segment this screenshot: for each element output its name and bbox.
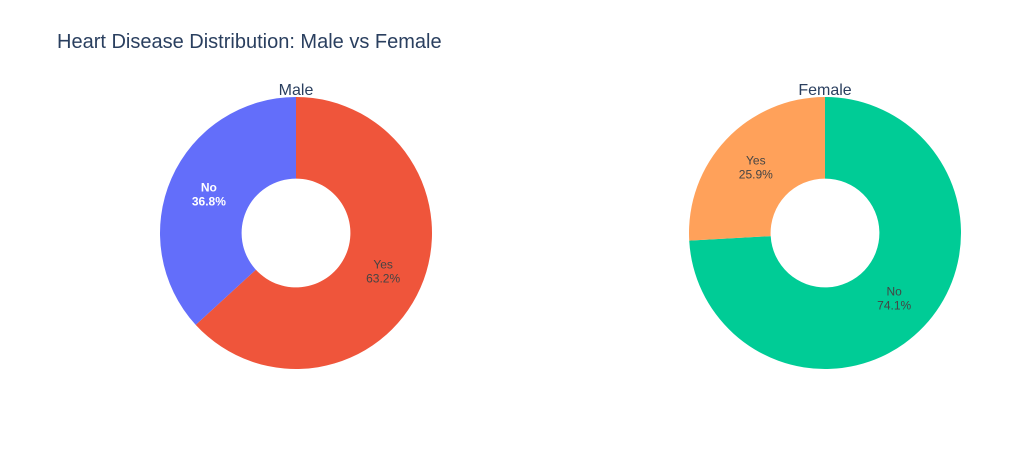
slice-label-female-yes: Yes 25.9% bbox=[739, 154, 773, 182]
pie-slice-male-yes[interactable] bbox=[195, 97, 432, 369]
slice-label-male-yes: Yes 63.2% bbox=[366, 257, 400, 285]
subplot-title-male: Male bbox=[279, 82, 314, 99]
pie-labels-female: No 74.1% Yes 25.9% bbox=[739, 154, 912, 313]
pie-subplot-male: Male Yes 63.2% No 36.8% bbox=[159, 82, 432, 369]
pie-subplot-female: Female No 74.1% Yes 25.9% bbox=[689, 82, 962, 369]
pie-slice-male-no[interactable] bbox=[159, 97, 296, 325]
pie-slices-male bbox=[159, 97, 432, 369]
chart-title: Heart Disease Distribution: Male vs Fema… bbox=[57, 31, 442, 53]
pie-labels-male: Yes 63.2% No 36.8% bbox=[192, 181, 401, 286]
slice-label-female-no: No 74.1% bbox=[877, 284, 911, 312]
pie-slice-female-yes[interactable] bbox=[689, 97, 825, 241]
subplot-title-female: Female bbox=[798, 82, 851, 99]
slice-label-male-no: No 36.8% bbox=[192, 181, 226, 209]
pie-slice-female-no[interactable] bbox=[689, 97, 962, 369]
pie-slices-female bbox=[689, 97, 962, 369]
